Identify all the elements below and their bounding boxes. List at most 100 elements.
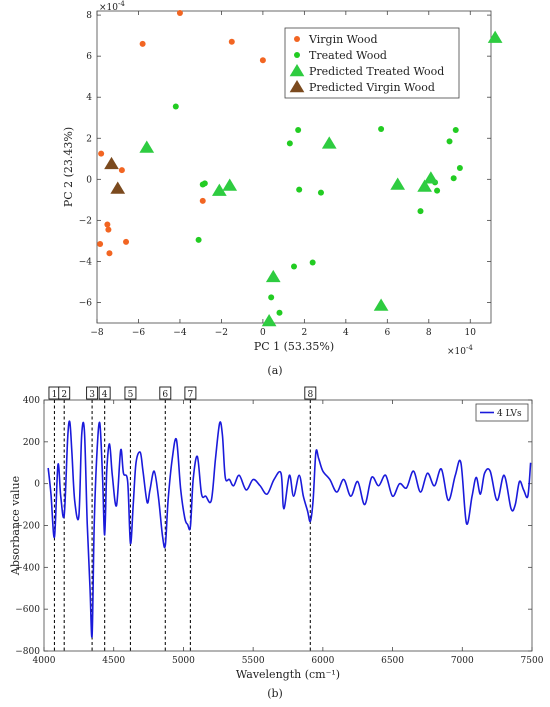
scatter-triangle-point xyxy=(222,178,238,191)
series-line-4-lvs xyxy=(47,420,532,638)
scatter-point xyxy=(97,240,104,247)
spectrum-legend-box xyxy=(475,403,529,422)
scatter-point xyxy=(378,126,385,133)
spectrum-x-tick-label: 4000 xyxy=(33,656,56,666)
panel-label-b: (b) xyxy=(267,687,283,700)
scatter-x-exponent: ×10-4 xyxy=(447,344,473,357)
scatter-y-tick-label: −6 xyxy=(79,298,93,308)
spectrum-y-tick-label: 200 xyxy=(23,438,40,448)
scatter-x-tick-label: 4 xyxy=(343,328,349,338)
spectrum-x-tick-label: 7500 xyxy=(521,656,544,666)
marker-label-6: 6 xyxy=(162,390,168,400)
marker-box-3 xyxy=(86,386,99,400)
scatter-x-tick-label: 0 xyxy=(260,328,266,338)
scatter-triangle-point xyxy=(139,140,155,153)
scatter-point xyxy=(434,187,441,194)
spectrum-x-tick-label: 5500 xyxy=(242,656,265,666)
scatter-legend: Virgin Wood Treated Wood Predicted Treated… xyxy=(284,27,460,99)
scatter-point xyxy=(291,263,297,270)
scatter-triangle-point xyxy=(423,171,439,184)
scatter-y-tick-label: 4 xyxy=(86,93,92,103)
scatter-y-tick-label: 6 xyxy=(86,52,92,62)
scatter-x-tick-label: 2 xyxy=(302,328,308,338)
spectrum-y-tick-label: −800 xyxy=(15,647,40,657)
marker-box-8 xyxy=(304,386,317,400)
scatter-x-exponent-base: ×10 xyxy=(447,347,466,357)
spectrum-y-tick-label: −600 xyxy=(15,605,40,615)
scatter-point xyxy=(456,165,463,172)
scatter-triangle-point xyxy=(110,181,126,194)
scatter-point xyxy=(104,221,111,228)
scatter-point xyxy=(276,309,283,316)
spectrum-y-tick-label: 0 xyxy=(34,480,40,490)
scatter-axis-ticks: −8 −6 −4 −2 0 2 4 6 8 10 −6 −4 −2 0 2 4 6 8 xyxy=(79,11,491,338)
marker-box-5 xyxy=(124,386,137,400)
scatter-point xyxy=(317,189,324,196)
scatter-y-tick-label: 2 xyxy=(86,134,92,144)
scatter-point xyxy=(172,103,179,110)
legend-swatch xyxy=(289,80,305,93)
scatter-y-tick-label: 0 xyxy=(86,175,92,185)
spectrum-x-tick-label: 7000 xyxy=(451,656,474,666)
scatter-x-tick-label: −6 xyxy=(132,328,146,338)
spectrum-axis-ticks: 4000 4500 5000 5500 6000 6500 7000 7500−800−600… xyxy=(15,396,543,666)
marker-box-2 xyxy=(58,386,71,400)
scatter-triangle-point xyxy=(390,177,406,190)
marker-label-5: 5 xyxy=(128,390,134,400)
marker-box-6 xyxy=(159,386,172,400)
spectrum-legend: 4 LVs xyxy=(475,403,529,422)
scatter-point xyxy=(450,175,457,182)
scatter-point xyxy=(259,57,266,64)
scatter-x-tick-label: −2 xyxy=(215,328,228,338)
scatter-triangle-point xyxy=(321,136,337,149)
marker-label-8: 8 xyxy=(307,390,313,400)
scatter-x-axis-label: PC 1 (53.35%) xyxy=(254,340,334,353)
legend-entry: 4 LVs xyxy=(497,409,522,419)
spectrum-x-tick-label: 6500 xyxy=(381,656,404,666)
spectrum-x-tick-label: 5000 xyxy=(172,656,195,666)
marker-label-7: 7 xyxy=(188,390,194,400)
scatter-points xyxy=(97,10,503,327)
spectrum-y-tick-label: 400 xyxy=(23,396,40,406)
scatter-x-tick-label: 6 xyxy=(384,328,390,338)
spectrum-y-tick-label: −200 xyxy=(15,522,40,532)
scatter-point xyxy=(106,250,113,257)
scatter-triangle-point xyxy=(487,30,503,43)
scatter-point xyxy=(123,238,130,245)
scatter-point xyxy=(98,150,105,157)
scatter-legend-box xyxy=(284,27,460,99)
scatter-triangle-point xyxy=(261,313,277,327)
scatter-y-exponent-base: ×10 xyxy=(99,3,118,13)
scatter-y-exponent: ×10-4 xyxy=(99,0,125,13)
scatter-point xyxy=(309,259,316,266)
scatter-x-exponent-power: -4 xyxy=(466,344,473,352)
scatter-triangle-point xyxy=(211,183,227,196)
scatter-y-tick-label: 8 xyxy=(86,11,92,21)
scatter-point xyxy=(199,197,206,204)
scatter-point xyxy=(118,167,125,174)
spectrum-plot-frame xyxy=(43,399,533,652)
scatter-y-tick-label: −4 xyxy=(79,257,93,267)
scatter-triangle-point xyxy=(373,298,389,311)
scatter-x-tick-label: −4 xyxy=(173,328,187,338)
scatter-point xyxy=(286,140,293,147)
legend-entry: Predicted Treated Wood xyxy=(309,65,444,78)
scatter-point xyxy=(452,127,459,134)
marker-box-4 xyxy=(98,386,111,400)
spectrum-x-tick-label: 6000 xyxy=(311,656,334,666)
spectrum-plot-panel: 4000 4500 5000 5500 6000 6500 7000 7500−800−600… xyxy=(9,386,544,700)
scatter-y-tick-label: −2 xyxy=(79,216,92,226)
scatter-point xyxy=(228,38,235,45)
spectrum-x-axis-label: Wavelength (cm⁻¹) xyxy=(236,668,340,681)
scatter-y-axis-label: PC 2 (23.43%) xyxy=(62,127,75,207)
scatter-point xyxy=(105,226,112,233)
legend-swatch xyxy=(294,52,300,58)
scatter-triangle-point xyxy=(417,179,432,192)
marker-label-4: 4 xyxy=(102,390,108,400)
scatter-point xyxy=(176,10,183,17)
scatter-x-tick-label: −8 xyxy=(90,328,104,338)
legend-entry: Virgin Wood xyxy=(308,33,378,46)
marker-label-3: 3 xyxy=(89,390,95,400)
legend-swatch xyxy=(289,64,305,77)
